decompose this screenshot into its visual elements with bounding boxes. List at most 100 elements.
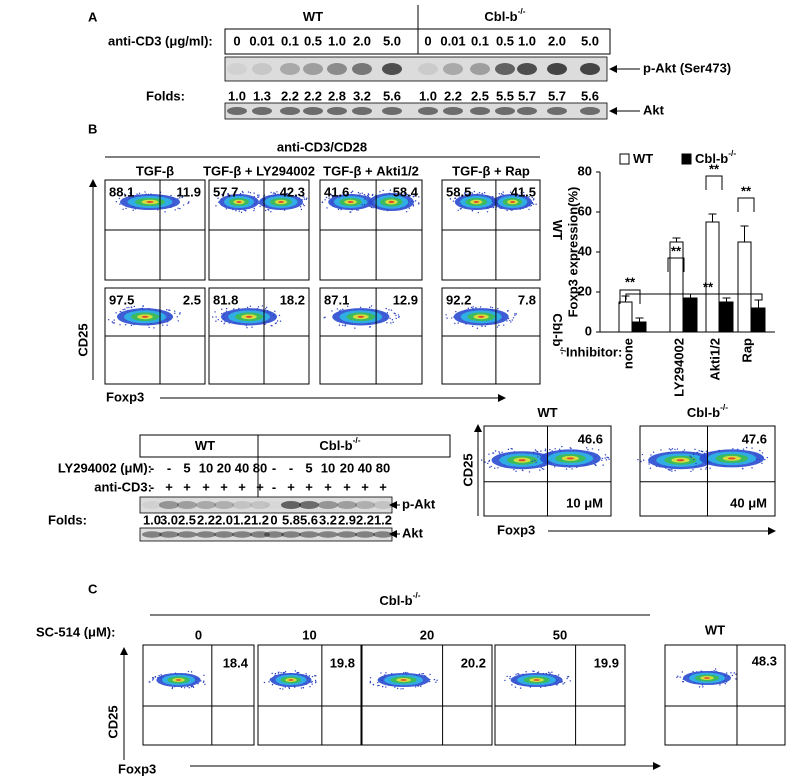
cell-dot [540, 450, 542, 452]
cell-dot [698, 686, 701, 688]
cell-dot [174, 312, 176, 315]
cell-dot [174, 310, 176, 312]
cell-dot [514, 686, 517, 688]
cell-dot [511, 319, 514, 321]
cell-dot [481, 325, 483, 327]
cell-dot [340, 309, 342, 311]
cell-dot [562, 683, 564, 685]
cell-dot [393, 191, 396, 193]
cell-dot [217, 194, 219, 197]
group-label-sup: -/- [413, 590, 421, 600]
cell-density [510, 201, 515, 203]
cell-dot [244, 209, 247, 212]
blot-band [547, 107, 567, 115]
blot-band [196, 531, 216, 538]
cell-dot [369, 197, 371, 199]
blot-band [250, 501, 270, 509]
blot-band [299, 531, 319, 538]
cell-dot [296, 671, 299, 674]
cell-dot [693, 452, 695, 454]
cell-dot [512, 317, 515, 319]
fold: 3.0 [160, 512, 178, 527]
cell-dot [253, 207, 255, 210]
cell-dot [148, 326, 150, 329]
cell-dot [235, 209, 237, 212]
cell-dot [483, 192, 486, 194]
fold: 2.2 [197, 512, 215, 527]
cell-dot [507, 309, 509, 312]
cell-dot [278, 314, 281, 317]
legend-label: Cbl-b-/- [695, 148, 736, 166]
y-tick-label: 20 [578, 283, 592, 298]
dose: 20 [420, 627, 434, 642]
stim: + [202, 479, 210, 494]
cell-dot [398, 316, 400, 318]
flow-plot [664, 644, 786, 746]
dose: 0.01 [440, 33, 465, 48]
cell-dot [160, 674, 162, 676]
cell-dot [338, 324, 341, 326]
cell-dot [511, 448, 513, 450]
cell-dot [391, 319, 394, 321]
cell-dot [470, 192, 472, 194]
cell-dot [224, 321, 226, 323]
cell-dot [604, 454, 607, 456]
cell-dot [408, 207, 410, 209]
cell-dot [669, 468, 671, 471]
cell-dot [515, 673, 517, 676]
legend-label: WT [633, 151, 653, 166]
cell-dot [404, 193, 407, 195]
cell-dot [542, 468, 545, 470]
blot-band [232, 501, 252, 509]
cell-dot [701, 450, 703, 453]
cell-dot [294, 670, 297, 672]
cell-dot [311, 683, 313, 685]
cell-dot [602, 464, 604, 466]
blot-band [495, 63, 515, 75]
row-label-sup: -/- [558, 347, 568, 355]
cell-dot [569, 680, 571, 682]
cell-dot [126, 307, 128, 309]
cell-dot [240, 211, 243, 214]
dose: - [289, 460, 293, 475]
cell-dot [364, 198, 366, 200]
cell-dot [388, 309, 390, 311]
cell-dot [119, 203, 121, 205]
cell-dot [537, 671, 540, 673]
cell-dot [389, 317, 391, 320]
cell-dot [221, 193, 223, 196]
bar [618, 301, 633, 333]
cell-dot [393, 312, 395, 314]
cell-dot [660, 449, 662, 451]
cell-dot [585, 447, 588, 449]
blot-band [196, 501, 216, 509]
cell-dot [113, 319, 115, 321]
cell-density [473, 201, 479, 203]
header-box [139, 434, 451, 458]
cell-dot [309, 685, 311, 688]
quadrant-value: 88.1 [109, 184, 134, 199]
cell-dot [119, 310, 121, 313]
blot-band [281, 531, 301, 538]
quadrant-value: 81.8 [213, 292, 238, 307]
cell-dot [674, 448, 676, 451]
cell-dot [501, 451, 503, 454]
cell-dot [268, 681, 270, 683]
cell-dot [742, 468, 744, 470]
cell-dot [315, 675, 317, 677]
cell-dot [305, 673, 307, 675]
bracket [625, 293, 763, 300]
cell-dot [202, 681, 205, 684]
cell-dot [129, 192, 131, 194]
cell-dot [489, 306, 492, 308]
cell-dot [203, 680, 205, 682]
cell-dot [359, 306, 362, 308]
cell-dot [331, 194, 333, 197]
cell-dot [176, 316, 179, 318]
cell-dot [515, 470, 517, 472]
cell-dot [328, 197, 330, 199]
cell-dot [484, 461, 486, 463]
cell-dot [192, 686, 195, 689]
cell-dot [421, 673, 423, 675]
cell-dot [566, 677, 568, 680]
